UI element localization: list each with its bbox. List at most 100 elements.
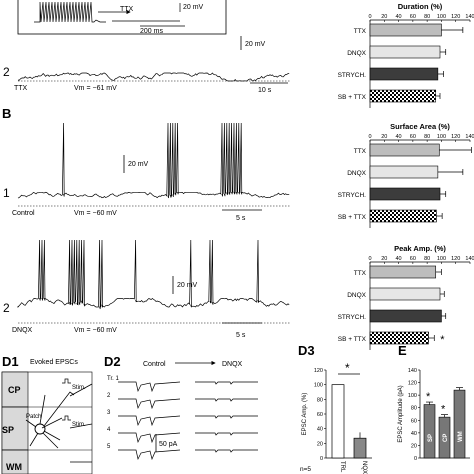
y-tick-label: 120 [408, 381, 417, 387]
y-axis-label: EPSC Amp. (%) [302, 393, 308, 436]
x-tick-label: 0 [368, 14, 371, 20]
x-tick-label: 0 [368, 134, 371, 140]
bar [369, 309, 442, 323]
control-epsc-trace [118, 432, 181, 444]
x-tick-label: 120 [451, 256, 460, 262]
bar [369, 209, 437, 223]
category-label: WM [458, 431, 464, 442]
x-tick-label: 140 [465, 256, 474, 262]
layer-cp: CP [8, 385, 21, 395]
panel-a-vm-label: Vm = −61 mV [74, 85, 117, 92]
category-label: DNQX [347, 50, 366, 57]
category-label: TTX [354, 148, 367, 155]
inset-scale-ms: 200 ms [140, 28, 163, 35]
layer-wm: WM [6, 462, 22, 472]
bar [331, 384, 345, 459]
patch-pipette [43, 391, 75, 427]
x-tick-label: 120 [451, 134, 460, 140]
y-tick-label: 140 [408, 368, 417, 374]
x-tick-label: 20 [381, 14, 387, 20]
bar [369, 143, 440, 157]
chart-title: Duration (%) [398, 2, 443, 11]
category-label: SB + TTX [338, 94, 367, 101]
trial-label: 3 [107, 410, 111, 416]
trace2-scale-s: 5 s [236, 332, 246, 339]
panel-a-scale-mv: 20 mV [245, 41, 266, 48]
trace2-vm: Vm = −60 mV [74, 327, 117, 334]
significance-mark: * [345, 361, 350, 375]
control-epsc-trace [118, 415, 181, 427]
category-label: TRL [339, 461, 345, 473]
slice-diagram [1, 371, 93, 474]
epsc-amplitude-chart: 0 20 40 60 80 100 120 140 EPSC Amplitude (pA) SP *… [398, 368, 470, 462]
category-label: DNQX [347, 170, 366, 177]
x-tick-label: 140 [465, 14, 474, 20]
inset-scale-mv: 20 mV [183, 4, 204, 11]
y-tick-label: 60 [317, 412, 323, 418]
stim-label-1: Stim. [72, 385, 86, 391]
x-tick-label: 40 [396, 14, 402, 20]
y-tick-label: 0 [414, 456, 417, 462]
d2-scale-pa: 50 pA [159, 441, 178, 448]
y-tick-label: 100 [408, 393, 417, 399]
panel-d1-label: D1 [2, 354, 19, 369]
bar [369, 165, 439, 179]
x-tick-label: 80 [424, 134, 430, 140]
bar [369, 23, 442, 37]
x-tick-label: 40 [396, 134, 402, 140]
x-tick-label: 100 [437, 14, 446, 20]
trace1-scale-s: 5 s [236, 215, 246, 222]
bar [369, 67, 439, 81]
ttx-trace [17, 72, 290, 82]
panel-d3-label: D3 [298, 343, 315, 358]
peak-amp-chart: Peak Amp. (%) 0 20 40 60 80 100 120 140 TTX DNQX ST… [338, 244, 474, 350]
significance-mark: * [440, 334, 445, 346]
panel-e-label: E [398, 343, 407, 358]
epsc-traces: Tr. 1 2 3 4 5 [107, 376, 258, 461]
inset-spike-train [34, 1, 106, 23]
category-label: TTX [354, 28, 367, 35]
category-label: SB + TTX [338, 214, 367, 221]
trace1-scale-mv: 20 mV [128, 161, 149, 168]
dnqx-trace [17, 239, 290, 310]
category-label: STRYCH. [338, 314, 367, 321]
category-label: NQX [361, 461, 367, 474]
y-tick-label: 80 [411, 406, 417, 412]
patch-label: Patch [26, 414, 41, 420]
panel-a-scale-s: 10 s [258, 87, 272, 94]
n-label: n=5 [300, 466, 311, 473]
x-tick-label: 60 [410, 14, 416, 20]
bar [453, 389, 466, 459]
panel-b-label: B [2, 106, 11, 121]
bar [369, 287, 441, 301]
epsc-amp-chart: 0 20 40 60 80 100 120 EPSC Amp. (%) TRL NQX * n=5 [300, 361, 372, 474]
x-tick-label: 0 [368, 256, 371, 262]
x-tick-label: 60 [410, 134, 416, 140]
category-label: STRYCH. [338, 72, 367, 79]
dnqx-epsc-trace [195, 381, 258, 385]
y-tick-label: 40 [317, 427, 323, 433]
y-tick-label: 20 [317, 441, 323, 447]
y-axis-label: EPSC Amplitude (pA) [398, 385, 404, 442]
trial-label: 4 [107, 427, 111, 433]
bar [369, 45, 441, 59]
panel-a-trace-label: TTX [14, 85, 28, 92]
chart-title: Surface Area (%) [390, 122, 450, 131]
y-tick-label: 120 [314, 368, 323, 374]
significance-mark: * [441, 404, 446, 416]
dnqx-epsc-trace [195, 449, 258, 453]
trace2-label: DNQX [12, 327, 33, 334]
x-tick-label: 140 [465, 134, 474, 140]
dnqx-epsc-trace [195, 398, 258, 402]
inset-drug-label: TTX [120, 6, 134, 13]
stim-label-2: Stim. [72, 422, 86, 428]
x-tick-label: 100 [437, 256, 446, 262]
x-tick-label: 20 [381, 256, 387, 262]
panel-a-trace-number: 2 [3, 65, 10, 79]
trace1-label: Control [12, 210, 35, 217]
y-tick-label: 0 [320, 456, 323, 462]
control-epsc-trace [118, 381, 181, 393]
bar [369, 187, 441, 201]
trial-label: 5 [107, 444, 111, 450]
category-label: CP [443, 434, 449, 442]
